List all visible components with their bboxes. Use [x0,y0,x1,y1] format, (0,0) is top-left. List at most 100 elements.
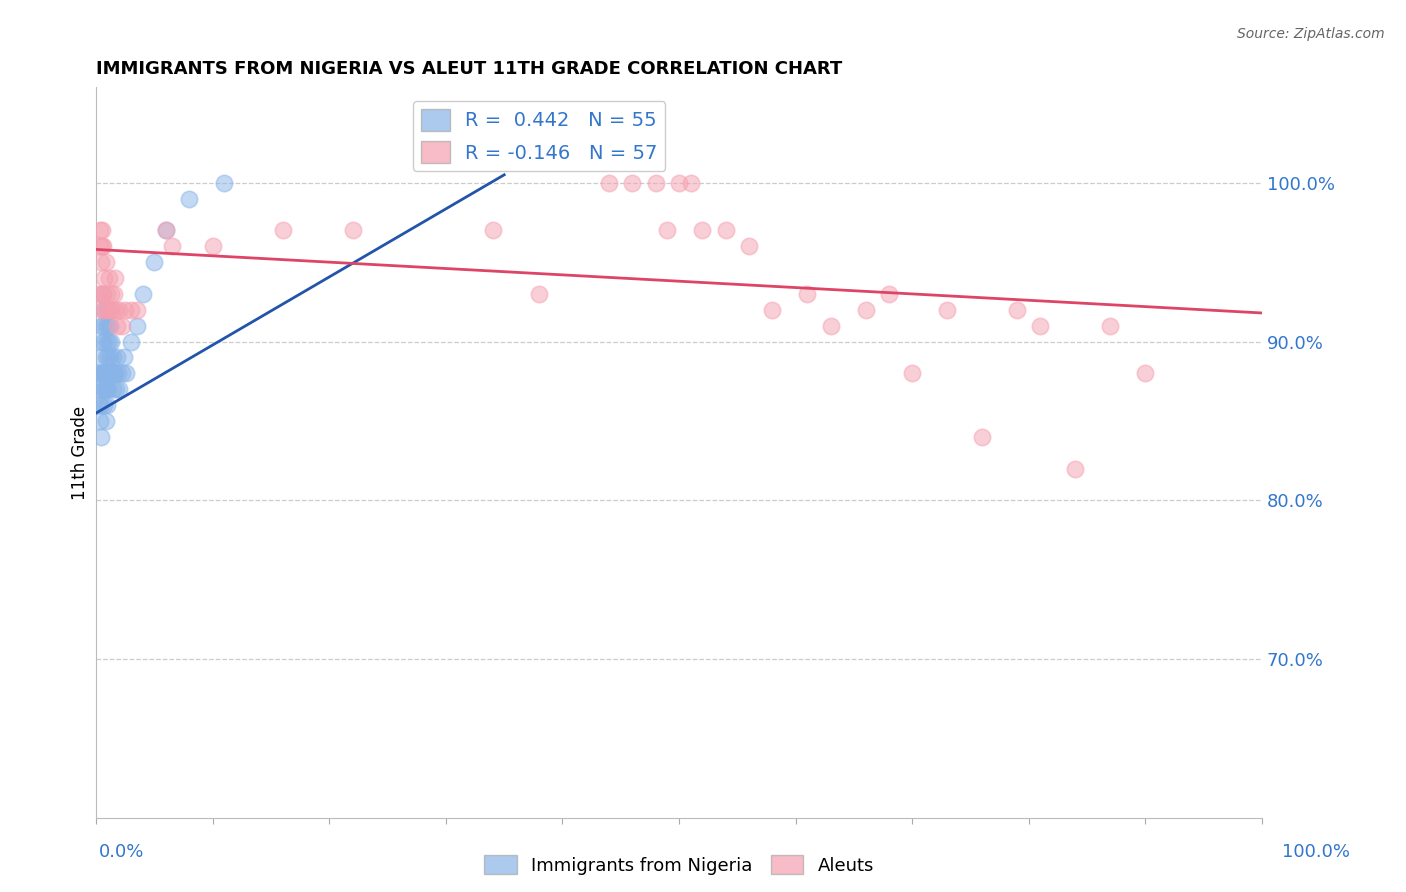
Point [143,255,166,269]
Point [91,223,114,237]
Point [96,334,118,349]
Point [93,302,115,317]
Point [101,302,124,317]
Point [179,192,201,206]
Point [86,367,108,381]
Point [96,398,118,412]
Point [89,382,111,396]
Point [160,239,183,253]
Point [100,334,122,349]
Point [91,287,114,301]
Point [107,367,129,381]
Point [657,223,679,237]
Point [201,239,224,253]
Text: 100.0%: 100.0% [1282,843,1350,861]
Point [820,318,842,333]
Point [342,223,364,237]
Point [271,223,294,237]
Point [94,382,117,396]
Point [155,223,177,237]
Point [103,287,125,301]
Point [855,302,877,317]
Point [598,176,620,190]
Point [1099,318,1122,333]
Point [90,287,112,301]
Point [93,302,115,317]
Point [108,382,131,396]
Point [91,239,114,253]
Point [98,271,121,285]
Point [901,367,924,381]
Point [90,430,112,444]
Point [91,367,114,381]
Point [1135,367,1157,381]
Point [527,287,550,301]
Point [90,318,112,333]
Point [1029,318,1052,333]
Point [98,351,121,365]
Point [761,302,783,317]
Point [105,318,128,333]
Point [1064,461,1087,475]
Point [125,302,148,317]
Point [94,255,117,269]
Point [90,398,112,412]
Point [668,176,690,190]
Point [679,176,702,190]
Point [89,239,111,253]
Point [125,318,148,333]
Point [105,302,128,317]
Point [97,382,120,396]
Point [644,176,666,190]
Point [936,302,959,317]
Point [97,318,120,333]
Point [214,176,236,190]
Point [112,351,135,365]
Point [98,302,121,317]
Point [796,287,818,301]
Point [96,302,118,317]
Point [91,334,114,349]
Y-axis label: 11th Grade: 11th Grade [72,406,89,500]
Point [104,271,127,285]
Point [481,223,503,237]
Point [90,367,112,381]
Point [87,398,110,412]
Point [91,318,114,333]
Point [104,367,127,381]
Point [98,318,121,333]
Point [114,302,136,317]
Text: IMMIGRANTS FROM NIGERIA VS ALEUT 11TH GRADE CORRELATION CHART: IMMIGRANTS FROM NIGERIA VS ALEUT 11TH GR… [96,60,842,78]
Point [111,318,134,333]
Point [91,239,114,253]
Point [101,382,124,396]
Point [105,382,128,396]
Point [100,367,122,381]
Point [87,287,110,301]
Point [101,351,124,365]
Text: 0.0%: 0.0% [98,843,143,861]
Point [89,414,111,428]
Point [877,287,900,301]
Point [93,334,115,349]
Point [89,223,111,237]
Legend: R =  0.442   N = 55, R = -0.146   N = 57: R = 0.442 N = 55, R = -0.146 N = 57 [413,101,665,171]
Point [91,287,114,301]
Point [91,382,114,396]
Point [103,367,125,381]
Point [692,223,714,237]
Point [105,351,128,365]
Point [89,351,111,365]
Point [738,239,761,253]
Point [1005,302,1028,317]
Point [120,334,142,349]
Point [93,367,115,381]
Point [972,430,994,444]
Point [155,223,177,237]
Point [120,302,142,317]
Point [94,318,117,333]
Point [108,302,131,317]
Point [97,302,120,317]
Point [93,398,115,412]
Point [621,176,644,190]
